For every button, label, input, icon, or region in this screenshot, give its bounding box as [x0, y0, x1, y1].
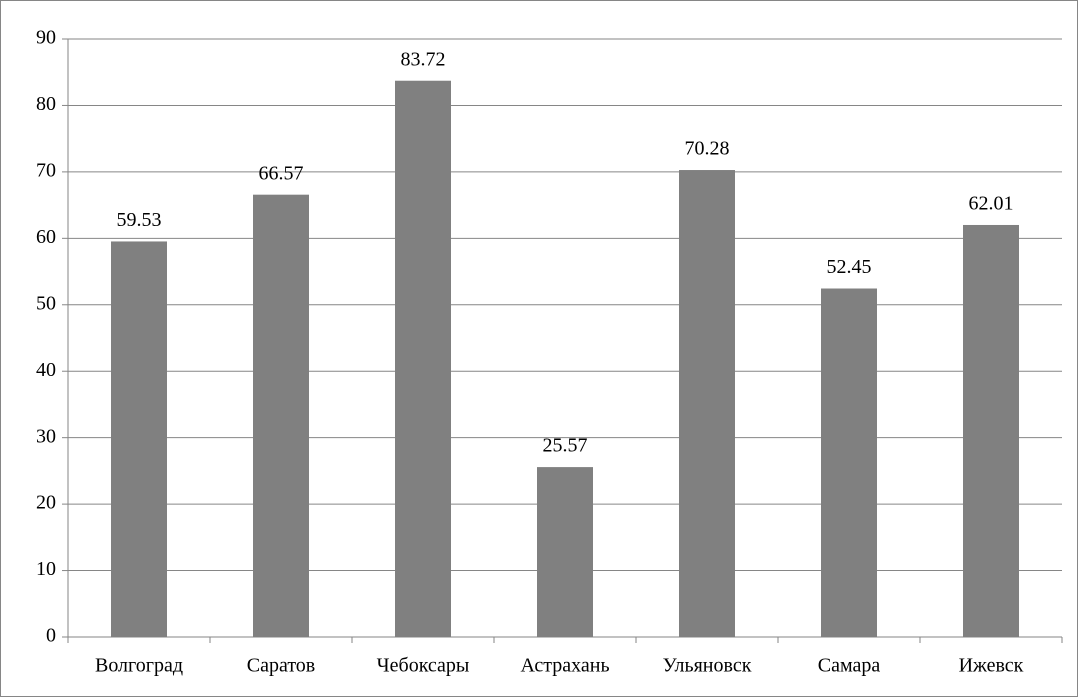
- bar: [253, 194, 309, 638]
- y-tick-label: 10: [36, 558, 56, 580]
- y-tick-label: 70: [36, 159, 56, 181]
- data-label: 62.01: [969, 193, 1014, 215]
- bar: [963, 224, 1019, 637]
- data-label: 52.45: [827, 256, 872, 278]
- y-tick-label: 60: [36, 226, 56, 248]
- x-tick-label: Самара: [818, 655, 881, 677]
- y-tick-label: 40: [36, 359, 56, 381]
- x-tick-label: Астрахань: [520, 655, 609, 677]
- data-label: 25.57: [543, 435, 588, 457]
- x-tick-label: Ижевск: [959, 655, 1024, 677]
- data-label: 59.53: [117, 209, 162, 231]
- y-tick-label: 0: [46, 625, 56, 647]
- bar: [679, 170, 735, 637]
- y-tick-label: 80: [36, 93, 56, 115]
- y-tick-label: 30: [36, 425, 56, 447]
- x-tick-label: Волгоград: [95, 655, 183, 677]
- bar: [537, 467, 593, 637]
- bar: [821, 288, 877, 637]
- y-tick-label: 90: [36, 27, 56, 49]
- y-tick-label: 50: [36, 292, 56, 314]
- bar: [395, 80, 451, 637]
- bar: [111, 241, 167, 637]
- data-label: 70.28: [685, 138, 730, 160]
- x-tick-label: Ульяновск: [663, 655, 752, 677]
- x-tick-label: Чебоксары: [377, 655, 470, 677]
- y-tick-label: 20: [36, 492, 56, 514]
- data-label: 66.57: [259, 162, 304, 184]
- data-label: 83.72: [401, 48, 446, 70]
- x-tick-label: Саратов: [247, 655, 316, 677]
